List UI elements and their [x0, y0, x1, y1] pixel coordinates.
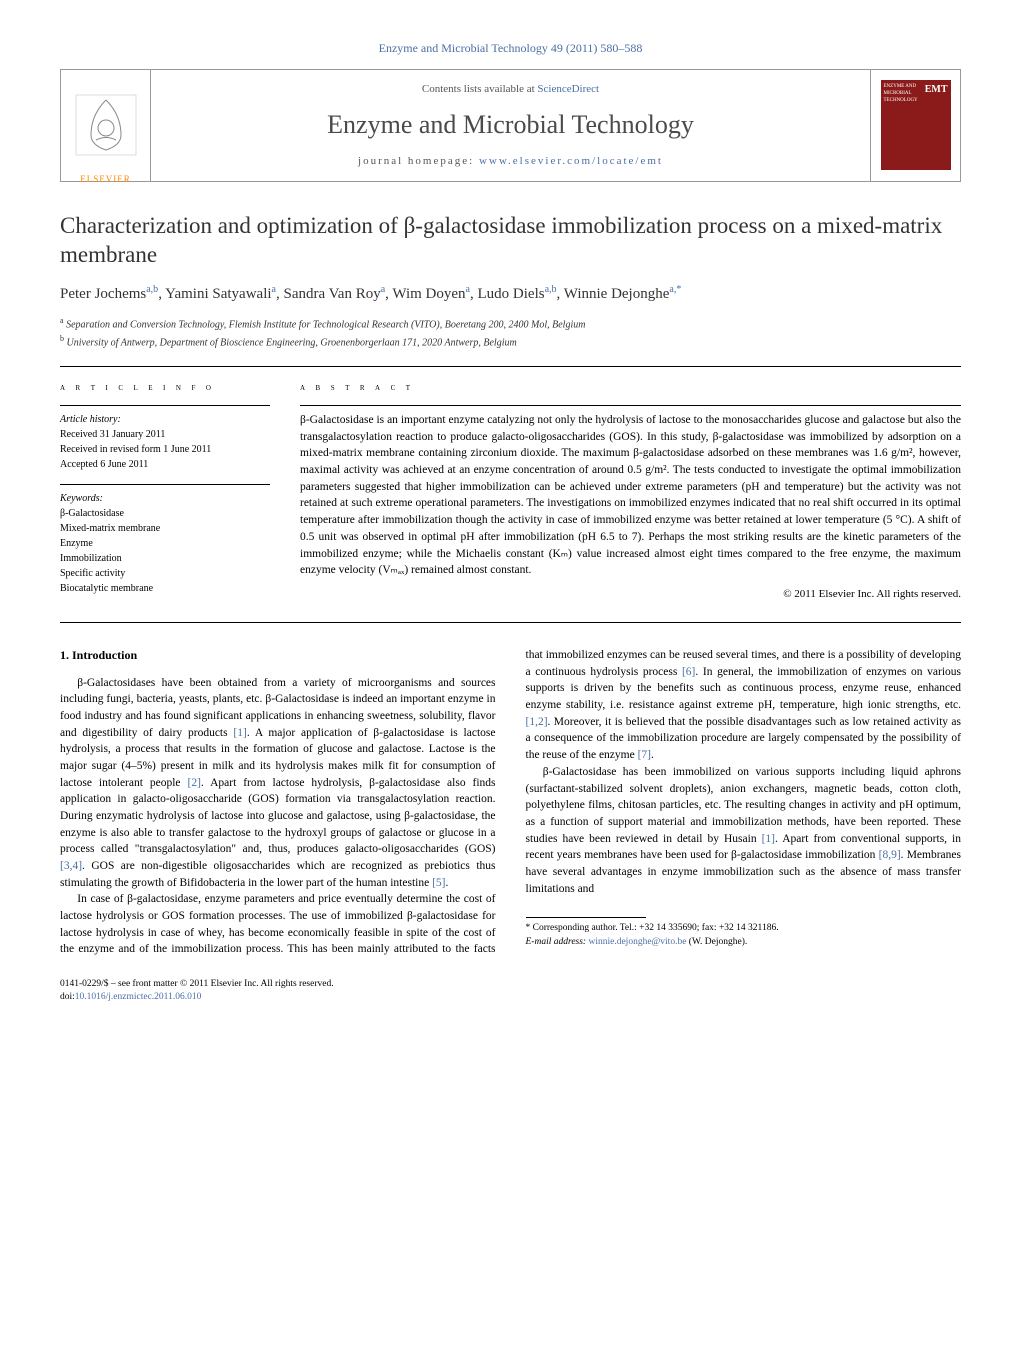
- corresponding-author-footnote: * Corresponding author. Tel.: +32 14 335…: [526, 922, 962, 949]
- article-info-column: a r t i c l e i n f o Article history: R…: [60, 381, 270, 608]
- history-label: Article history:: [60, 412, 270, 427]
- keywords-label: Keywords:: [60, 491, 270, 506]
- abstract-copyright: © 2011 Elsevier Inc. All rights reserved…: [300, 587, 961, 602]
- publisher-logo-cell: ELSEVIER: [61, 70, 151, 181]
- keyword: Specific activity: [60, 566, 270, 581]
- abstract-text: β-Galactosidase is an important enzyme c…: [300, 405, 961, 579]
- body-paragraph: β-Galactosidases have been obtained from…: [60, 675, 496, 892]
- email-label: E-mail address:: [526, 937, 589, 947]
- body-paragraph: β-Galactosidase has been immobilized on …: [526, 764, 962, 897]
- cover-thumbnail-cell: ENZYME AND MICROBIAL TECHNOLOGY EMT: [870, 70, 960, 181]
- corr-author-line: * Corresponding author. Tel.: +32 14 335…: [526, 922, 962, 935]
- affiliation-b: b University of Antwerp, Department of B…: [60, 333, 961, 350]
- email-line: E-mail address: winnie.dejonghe@vito.be …: [526, 936, 962, 949]
- keyword: Enzyme: [60, 536, 270, 551]
- homepage-link[interactable]: www.elsevier.com/locate/emt: [479, 155, 663, 167]
- article-title: Characterization and optimization of β-g…: [60, 212, 961, 270]
- footnote-separator: [526, 917, 646, 918]
- journal-cover-thumbnail: ENZYME AND MICROBIAL TECHNOLOGY EMT: [881, 80, 951, 170]
- doi-line: doi:10.1016/j.enzmictec.2011.06.010: [60, 991, 961, 1004]
- top-citation: Enzyme and Microbial Technology 49 (2011…: [60, 40, 961, 57]
- sciencedirect-link[interactable]: ScienceDirect: [537, 83, 599, 95]
- front-matter-line: 0141-0229/$ – see front matter © 2011 El…: [60, 978, 961, 991]
- info-abstract-row: a r t i c l e i n f o Article history: R…: [60, 367, 961, 622]
- journal-header-box: ELSEVIER Contents lists available at Sci…: [60, 69, 961, 182]
- contents-text: Contents lists available at: [422, 83, 537, 95]
- elsevier-logo: ELSEVIER: [71, 85, 141, 165]
- keyword: Mixed-matrix membrane: [60, 521, 270, 536]
- homepage-line: journal homepage: www.elsevier.com/locat…: [163, 154, 858, 169]
- keyword: β-Galactosidase: [60, 506, 270, 521]
- homepage-label: journal homepage:: [358, 155, 479, 167]
- header-center: Contents lists available at ScienceDirec…: [151, 70, 870, 181]
- cover-line-3: TECHNOLOGY: [884, 97, 948, 104]
- abstract-column: a b s t r a c t β-Galactosidase is an im…: [300, 381, 961, 608]
- article-history-block: Article history: Received 31 January 201…: [60, 405, 270, 472]
- history-item: Received in revised form 1 June 2011: [60, 442, 270, 457]
- email-who: (W. Dejonghe).: [686, 937, 747, 947]
- history-item: Accepted 6 June 2011: [60, 457, 270, 472]
- affiliation-a: a Separation and Conversion Technology, …: [60, 315, 961, 332]
- doi-link[interactable]: 10.1016/j.enzmictec.2011.06.010: [75, 992, 202, 1002]
- keywords-block: Keywords: β-Galactosidase Mixed-matrix m…: [60, 484, 270, 596]
- authors-line: Peter Jochemsa,b, Yamini Satyawalia, San…: [60, 283, 961, 305]
- keyword: Biocatalytic membrane: [60, 581, 270, 596]
- doi-label: doi:: [60, 992, 75, 1002]
- section-heading: 1. Introduction: [60, 647, 496, 664]
- journal-name: Enzyme and Microbial Technology: [163, 107, 858, 143]
- article-info-heading: a r t i c l e i n f o: [60, 381, 270, 395]
- body-columns: 1. Introduction β-Galactosidases have be…: [60, 647, 961, 958]
- author-email-link[interactable]: winnie.dejonghe@vito.be: [588, 937, 686, 947]
- publisher-name: ELSEVIER: [71, 173, 141, 186]
- history-item: Received 31 January 2011: [60, 427, 270, 442]
- contents-available-line: Contents lists available at ScienceDirec…: [163, 82, 858, 97]
- affiliations: a Separation and Conversion Technology, …: [60, 315, 961, 350]
- abstract-heading: a b s t r a c t: [300, 381, 961, 395]
- keyword: Immobilization: [60, 551, 270, 566]
- cover-emt: EMT: [925, 83, 948, 97]
- bottom-metadata: 0141-0229/$ – see front matter © 2011 El…: [60, 978, 961, 1005]
- separator: [60, 622, 961, 623]
